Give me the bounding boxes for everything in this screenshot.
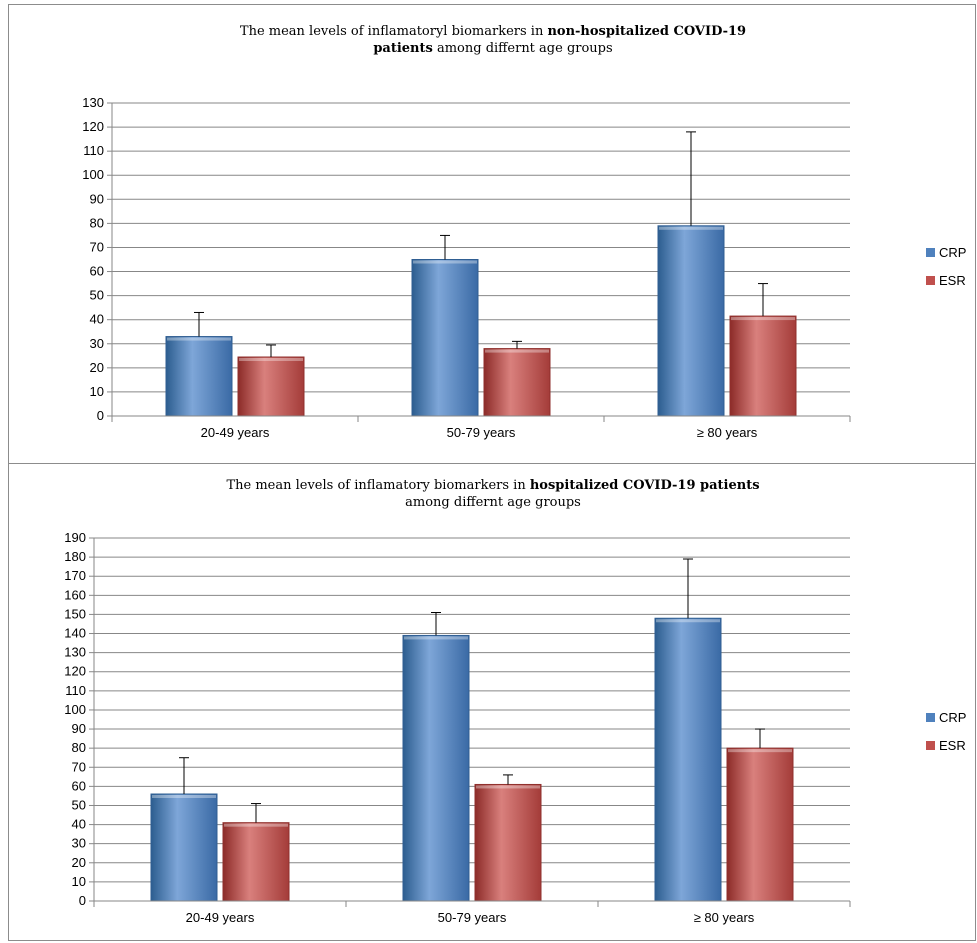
bar-highlight: [167, 337, 231, 341]
chart-title-part: non-hospitalized COVID-19: [547, 24, 747, 39]
bar-highlight: [659, 226, 723, 230]
y-tick-label: 50: [72, 797, 86, 812]
bar-esr: [483, 348, 551, 417]
y-tick-label: 50: [90, 288, 104, 303]
y-tick-label: 170: [64, 568, 86, 583]
bar-crp: [165, 336, 233, 417]
y-tick-label: 40: [90, 312, 104, 327]
y-tick-label: 140: [64, 626, 86, 641]
chart-title: The mean levels of inflamatoryl biomarke…: [9, 23, 977, 57]
y-tick-label: 110: [65, 683, 86, 698]
y-tick-label: 190: [64, 530, 86, 545]
bar-chart-nonhospitalized: 0 10 20 30 40 50 60 70 80 90 100 110 120 130 20-49 yea…: [82, 95, 851, 440]
bar-crp: [411, 259, 479, 417]
y-tick-label: 120: [64, 664, 86, 679]
bar-esr: [237, 356, 305, 417]
y-tick-label: 120: [82, 119, 104, 134]
chart-title-part: patients: [373, 41, 433, 56]
y-tick-label: 150: [64, 606, 86, 621]
y-tick-label: 100: [82, 167, 104, 182]
y-tick-label: 100: [64, 702, 86, 717]
chart-panel-hospitalized: The mean levels of inflamatory biomarker…: [8, 463, 976, 941]
y-tick-label: 20: [72, 855, 86, 870]
chart-title-part: among differnt age groups: [432, 41, 613, 56]
x-category-label: 50-79 years: [438, 910, 507, 925]
y-tick-label: 180: [64, 549, 86, 564]
legend-swatch-esr: [926, 276, 935, 285]
y-tick-label: 0: [97, 408, 104, 423]
bar-chart-hospitalized: 0 10 20 30 40 50 60 70 80 90 100 110 120 130 140 150 160…: [64, 530, 851, 925]
y-tick-label: 60: [72, 778, 86, 793]
bar-highlight: [656, 619, 720, 623]
x-category-label: 20-49 years: [201, 425, 270, 440]
y-tick-label: 130: [82, 95, 104, 110]
y-tick-label: 110: [83, 143, 104, 158]
bar-crp: [402, 634, 470, 902]
y-tick-label: 90: [72, 721, 86, 736]
y-tick-label: 30: [72, 836, 86, 851]
y-tick-label: 70: [90, 239, 104, 254]
y-tick-label: 160: [64, 587, 86, 602]
bar-highlight: [731, 317, 795, 321]
bar-highlight: [224, 823, 288, 827]
y-tick-label: 80: [90, 215, 104, 230]
y-tick-label: 0: [79, 893, 86, 908]
legend-swatch-crp: [926, 248, 935, 257]
bar-esr: [222, 822, 290, 902]
legend-label-crp: CRP: [939, 710, 967, 725]
chart-panel-nonhospitalized: The mean levels of inflamatoryl biomarke…: [8, 4, 976, 464]
chart-title-part: hospitalized COVID-19 patients: [529, 478, 760, 493]
legend-item-esr: ESR: [926, 273, 966, 288]
legend-label-esr: ESR: [939, 273, 966, 288]
y-tick-label: 90: [90, 191, 104, 206]
bar-highlight: [728, 749, 792, 753]
y-tick-label: 80: [72, 740, 86, 755]
y-tick-label: 70: [72, 759, 86, 774]
chart-title-part: The mean levels of inflamatory biomarker…: [226, 478, 530, 493]
y-tick-label: 130: [64, 645, 86, 660]
bar-highlight: [404, 636, 468, 640]
legend-item-esr: ESR: [926, 738, 966, 753]
bar-highlight: [152, 795, 216, 799]
bar-esr: [726, 747, 794, 902]
legend-label-crp: CRP: [939, 245, 967, 260]
bar-highlight: [476, 785, 540, 789]
x-category-label: 20-49 years: [186, 910, 255, 925]
y-tick-label: 10: [72, 874, 86, 889]
legend-label-esr: ESR: [939, 738, 966, 753]
chart-title: The mean levels of inflamatory biomarker…: [9, 477, 977, 511]
chart-title-part: among differnt age groups: [405, 495, 581, 510]
bar-esr: [474, 783, 542, 902]
legend-swatch-esr: [926, 741, 935, 750]
chart-title-part: The mean levels of inflamatoryl biomarke…: [239, 24, 548, 39]
bar-highlight: [239, 358, 303, 362]
y-tick-label: 20: [90, 360, 104, 375]
bar-crp: [657, 225, 725, 417]
y-tick-label: 40: [72, 817, 86, 832]
legend-swatch-crp: [926, 713, 935, 722]
y-tick-label: 10: [90, 384, 104, 399]
bar-highlight: [485, 349, 549, 353]
y-tick-label: 60: [90, 264, 104, 279]
bar-highlight: [413, 260, 477, 264]
x-category-label: 50-79 years: [447, 425, 516, 440]
y-tick-label: 30: [90, 336, 104, 351]
bar-crp: [654, 617, 722, 902]
legend-item-crp: CRP: [926, 245, 966, 260]
x-category-label: ≥ 80 years: [697, 425, 758, 440]
bar-crp: [150, 793, 218, 902]
bar-esr: [729, 315, 797, 417]
legend-item-crp: CRP: [926, 710, 966, 725]
x-category-label: ≥ 80 years: [694, 910, 755, 925]
